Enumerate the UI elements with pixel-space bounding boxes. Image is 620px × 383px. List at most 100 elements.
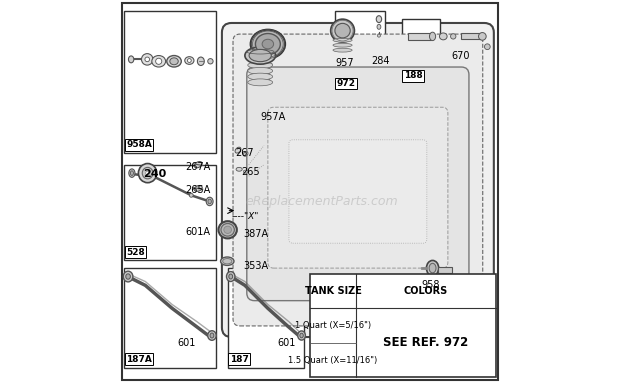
Ellipse shape: [142, 167, 153, 179]
Text: 972: 972: [337, 79, 356, 88]
Ellipse shape: [236, 167, 242, 171]
Bar: [124, 268, 216, 368]
Text: SEE REF. 972: SEE REF. 972: [383, 336, 469, 349]
Text: 958A: 958A: [126, 141, 152, 149]
Ellipse shape: [376, 16, 382, 23]
Ellipse shape: [430, 32, 436, 41]
Ellipse shape: [300, 333, 303, 338]
Ellipse shape: [440, 33, 447, 40]
Bar: [461, 33, 482, 39]
Text: 284: 284: [371, 56, 390, 66]
Ellipse shape: [335, 23, 350, 38]
Bar: [402, 19, 440, 84]
Ellipse shape: [194, 162, 202, 168]
Ellipse shape: [152, 56, 166, 67]
Ellipse shape: [427, 260, 439, 276]
Ellipse shape: [141, 54, 153, 65]
Ellipse shape: [129, 169, 135, 177]
Ellipse shape: [223, 259, 232, 264]
Ellipse shape: [244, 170, 248, 173]
Ellipse shape: [126, 274, 130, 279]
Ellipse shape: [248, 79, 273, 86]
Text: 267A: 267A: [185, 162, 211, 172]
Ellipse shape: [123, 271, 133, 282]
Bar: [124, 165, 216, 260]
Ellipse shape: [248, 73, 273, 80]
Ellipse shape: [221, 257, 234, 265]
Ellipse shape: [170, 58, 178, 65]
Text: 267: 267: [236, 148, 254, 158]
Ellipse shape: [484, 44, 490, 50]
Ellipse shape: [185, 57, 194, 64]
Text: 387A: 387A: [243, 229, 268, 239]
Ellipse shape: [189, 193, 193, 197]
Bar: [228, 268, 304, 368]
Ellipse shape: [208, 331, 216, 340]
Text: 240: 240: [143, 169, 167, 179]
Ellipse shape: [145, 57, 149, 62]
Ellipse shape: [208, 199, 211, 204]
Ellipse shape: [248, 62, 273, 69]
Ellipse shape: [156, 58, 162, 64]
Text: TANK SIZE: TANK SIZE: [304, 286, 361, 296]
Text: 601: 601: [277, 338, 296, 348]
FancyBboxPatch shape: [222, 23, 494, 337]
Ellipse shape: [298, 331, 306, 340]
Ellipse shape: [187, 59, 191, 62]
FancyBboxPatch shape: [233, 34, 483, 326]
Text: 528: 528: [126, 248, 145, 257]
Ellipse shape: [333, 38, 352, 42]
Ellipse shape: [429, 264, 436, 273]
Text: 265: 265: [241, 167, 260, 177]
Text: 265A: 265A: [185, 185, 211, 195]
Ellipse shape: [224, 226, 231, 233]
Ellipse shape: [255, 34, 280, 55]
Ellipse shape: [451, 34, 456, 39]
Ellipse shape: [197, 57, 205, 65]
Ellipse shape: [138, 164, 157, 183]
Ellipse shape: [128, 56, 134, 63]
Text: 601: 601: [178, 338, 197, 348]
Ellipse shape: [243, 152, 248, 156]
Ellipse shape: [130, 171, 133, 175]
Text: 957A: 957A: [260, 112, 285, 122]
Ellipse shape: [226, 272, 235, 282]
Text: 957: 957: [335, 58, 353, 68]
Ellipse shape: [235, 147, 241, 153]
Text: 1.5 Quart (X=11/16"): 1.5 Quart (X=11/16"): [288, 355, 378, 365]
Ellipse shape: [249, 49, 272, 62]
Ellipse shape: [206, 197, 213, 206]
Text: 601A: 601A: [185, 227, 211, 237]
Ellipse shape: [208, 59, 213, 64]
Text: COLORS: COLORS: [404, 286, 448, 296]
Ellipse shape: [210, 333, 214, 338]
Ellipse shape: [377, 25, 381, 29]
Bar: [124, 11, 216, 153]
Ellipse shape: [218, 221, 237, 238]
Ellipse shape: [333, 43, 352, 47]
Text: 187: 187: [229, 355, 249, 364]
Ellipse shape: [479, 33, 486, 40]
FancyBboxPatch shape: [268, 107, 448, 268]
FancyBboxPatch shape: [289, 140, 427, 243]
Text: 188: 188: [404, 72, 423, 80]
Bar: [408, 33, 431, 40]
Ellipse shape: [250, 30, 285, 59]
Ellipse shape: [245, 47, 275, 64]
Text: eReplacementParts.com: eReplacementParts.com: [245, 195, 398, 208]
Ellipse shape: [248, 67, 273, 74]
Bar: [310, 274, 496, 377]
Bar: [438, 267, 452, 273]
Text: 187A: 187A: [126, 355, 152, 364]
Text: ----"X": ----"X": [231, 212, 259, 221]
Ellipse shape: [333, 48, 352, 52]
Ellipse shape: [221, 224, 234, 236]
Ellipse shape: [194, 185, 202, 192]
Bar: [335, 11, 384, 92]
Ellipse shape: [229, 274, 232, 279]
Text: 353A: 353A: [243, 261, 268, 271]
Text: 670: 670: [452, 51, 470, 61]
FancyBboxPatch shape: [247, 67, 469, 301]
Ellipse shape: [262, 39, 273, 49]
Ellipse shape: [146, 171, 149, 175]
